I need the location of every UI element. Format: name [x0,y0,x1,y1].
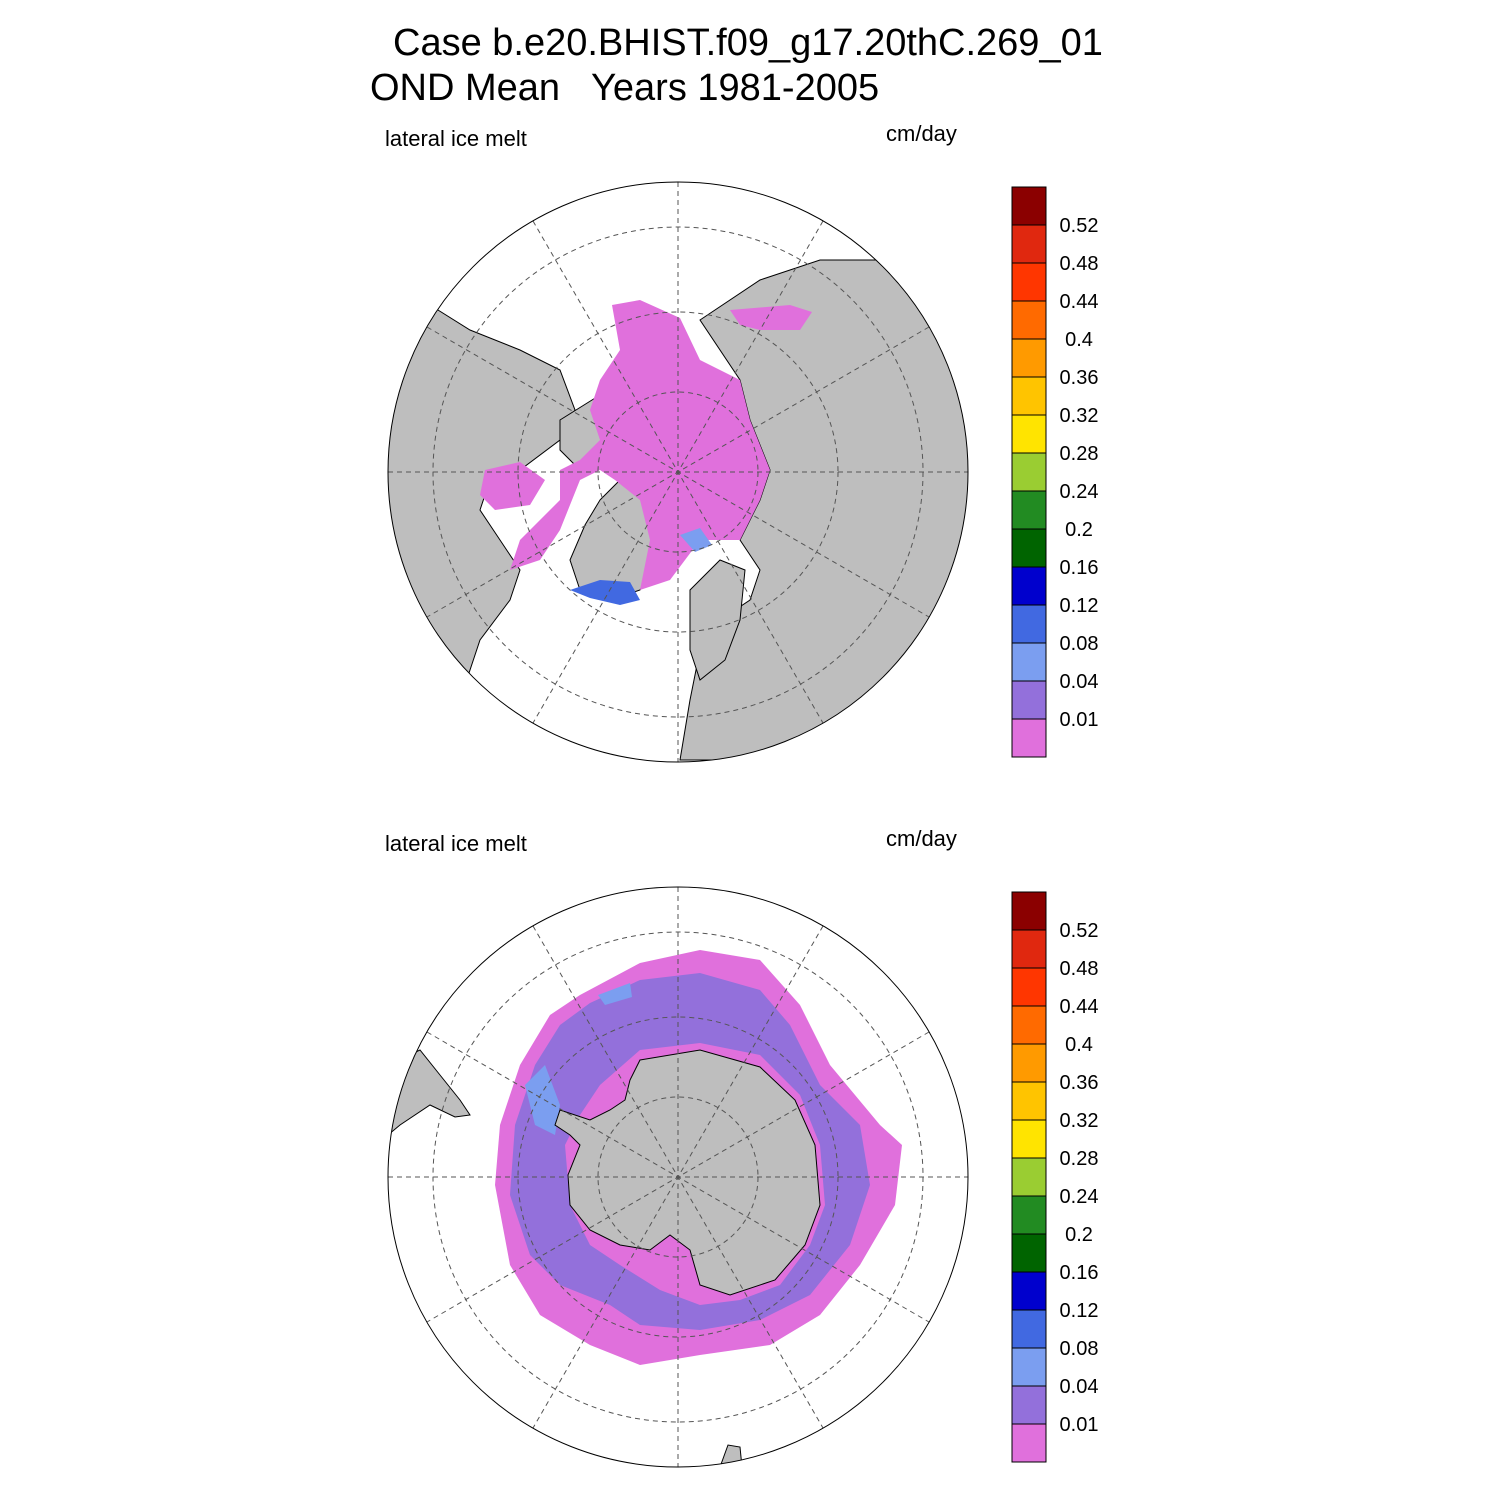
north-units-label: cm/day [886,121,957,146]
north-colorbar-box-0 [1011,718,1047,758]
south-colorbar-label-4: 0.16 [1060,1262,1099,1284]
south-colorbar-box-9 [1011,1081,1047,1121]
south-colorbar-box-2 [1011,1347,1047,1387]
hudson-bay-ice [480,462,545,510]
south-colorbar-label-3: 0.12 [1060,1300,1099,1322]
south-colorbar-label-0: 0.01 [1060,1414,1099,1436]
antarctica-land [554,1049,821,1296]
north-colorbar-box-4 [1011,566,1047,606]
south-colorbar-box-1 [1011,1385,1047,1425]
ross-blue-ice [598,983,632,1005]
okhotsk-ice [730,305,812,330]
south-colorbar-label-8: 0.32 [1060,1110,1099,1132]
south-variable-label: lateral ice melt [385,831,527,856]
north-colorbar-label-13: 0.52 [1060,215,1099,237]
south-colorbar-label-9: 0.36 [1060,1072,1099,1094]
north-colorbar-box-13 [1011,224,1047,264]
north-colorbar-box-1 [1011,680,1047,720]
south-colorbar-label-11: 0.44 [1060,996,1099,1018]
barents-blue-ice [680,528,712,552]
south-colorbar-label-10: 0.4 [1065,1034,1093,1056]
north-colorbar-label-8: 0.32 [1060,405,1099,427]
south-colorbar-box-3 [1011,1309,1047,1349]
south-colorbar-box-12 [1011,967,1047,1007]
north-colorbar-label-10: 0.4 [1065,329,1093,351]
north-colorbar-label-0: 0.01 [1060,709,1099,731]
north-colorbar-label-2: 0.08 [1060,633,1099,655]
south-colorbar-box-8 [1011,1119,1047,1159]
title-line-2: OND Mean Years 1981-2005 [370,67,880,109]
north-colorbar-box-3 [1011,604,1047,644]
north-colorbar-label-5: 0.2 [1065,519,1093,541]
south-colorbar: 0.01 0.04 0.08 0.12 0.16 0.2 0.24 0.28 0.32 0.36 0… [1011,891,1099,1463]
scandinavia-land [689,559,746,681]
north-colorbar-box-10 [1011,338,1047,378]
south-colorbar-label-6: 0.24 [1060,1186,1099,1208]
south-colorbar-box-0 [1011,1423,1047,1463]
south-colorbar-label-13: 0.52 [1060,920,1099,942]
south-colorbar-label-5: 0.2 [1065,1224,1093,1246]
north-colorbar-label-1: 0.04 [1060,671,1099,693]
south-colorbar-box-6 [1011,1195,1047,1235]
north-colorbar-label-3: 0.12 [1060,595,1099,617]
north-polar-map: 0.01 0.04 0.08 0.12 0.16 0.2 0.24 0.28 0.32 0.36 0… [387,181,1099,763]
south-units-label: cm/day [886,826,957,851]
north-panel: lateral ice melt cm/day [0,0,1500,763]
south-colorbar-box-7 [1011,1157,1047,1197]
north-colorbar-label-7: 0.28 [1060,443,1099,465]
south-colorbar-label-7: 0.28 [1060,1148,1099,1170]
north-colorbar-box-6 [1011,490,1047,530]
south-colorbar-box-4 [1011,1271,1047,1311]
north-colorbar-box-12 [1011,262,1047,302]
north-colorbar-box-7 [1011,452,1047,492]
south-colorbar-label-2: 0.08 [1060,1338,1099,1360]
south-polar-map: 0.01 0.04 0.08 0.12 0.16 0.2 0.24 0.28 0.32 0.36 0… [387,886,1099,1468]
north-colorbar-label-4: 0.16 [1060,557,1099,579]
south-colorbar-box-10 [1011,1043,1047,1083]
north-colorbar: 0.01 0.04 0.08 0.12 0.16 0.2 0.24 0.28 0.32 0.36 0… [1011,186,1099,758]
south-colorbar-box-13 [1011,929,1047,969]
labrador-blue-ice [570,580,640,605]
south-panel: lateral ice melt cm/day [0,705,1500,1468]
south-colorbar-label-12: 0.48 [1060,958,1099,980]
south-colorbar-box-14 [1011,891,1047,931]
north-colorbar-box-5 [1011,528,1047,568]
north-colorbar-label-12: 0.48 [1060,253,1099,275]
north-colorbar-box-14 [1011,186,1047,226]
north-colorbar-box-11 [1011,300,1047,340]
north-colorbar-box-9 [1011,376,1047,416]
north-colorbar-box-8 [1011,414,1047,454]
north-colorbar-label-9: 0.36 [1060,367,1099,389]
south-colorbar-box-11 [1011,1005,1047,1045]
south-colorbar-box-5 [1011,1233,1047,1273]
north-colorbar-box-2 [1011,642,1047,682]
north-variable-label: lateral ice melt [385,126,527,151]
title-line-1: Case b.e20.BHIST.f09_g17.20thC.269_01 [393,22,1103,64]
arctic-ice-melt-region [510,300,770,590]
south-colorbar-label-1: 0.04 [1060,1376,1099,1398]
north-colorbar-label-11: 0.44 [1060,291,1099,313]
weddell-blue-ice [525,1065,560,1135]
north-colorbar-label-6: 0.24 [1060,481,1099,503]
